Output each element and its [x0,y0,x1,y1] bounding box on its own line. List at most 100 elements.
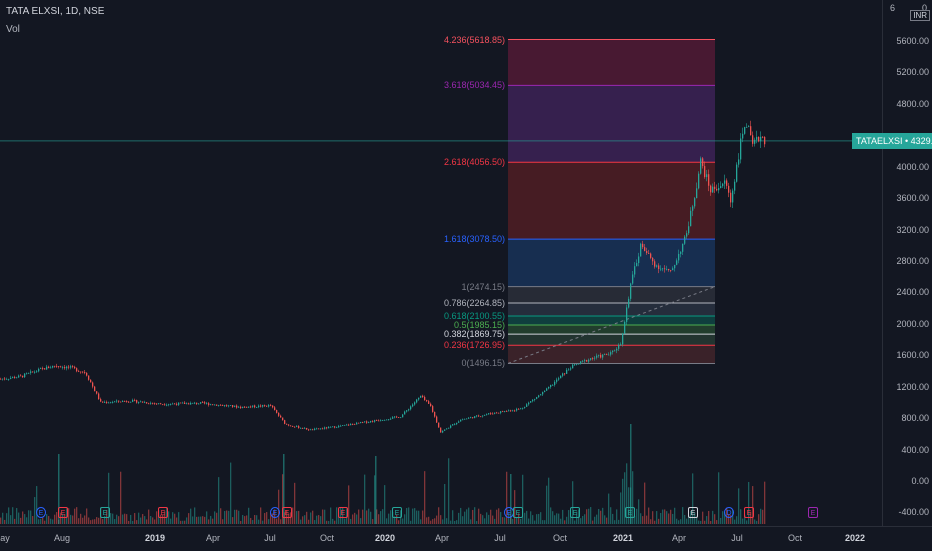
volume-indicator-label[interactable]: Vol [6,24,20,35]
currency-label[interactable]: INR [910,10,930,21]
candle-body [392,417,394,419]
candle-body [708,174,710,186]
candle-body [318,428,320,430]
candle-body [688,226,690,234]
candle-body [300,427,302,429]
volume-bar [132,520,134,524]
volume-bar [670,509,672,524]
dividend-event-icon[interactable]: D [724,507,734,518]
candle-body [590,358,592,360]
earnings-event-icon[interactable]: E [688,507,698,518]
candle-body [376,420,378,421]
candle-body [626,307,628,322]
volume-bar [386,518,388,524]
candle-body [678,253,680,261]
volume-bar [68,508,70,524]
candle-body [60,366,62,368]
volume-bar [654,520,656,524]
candle-body [120,401,122,403]
earnings-event-icon[interactable]: E [392,507,402,518]
earnings-event-icon[interactable]: E [58,507,68,518]
candle-body [346,424,348,426]
candle-body [616,348,618,351]
volume-bar [250,517,252,524]
volume-bar [440,515,442,524]
volume-bar [682,507,684,524]
volume-bar [570,516,572,524]
earnings-event-icon[interactable]: E [625,507,635,518]
earnings-event-icon[interactable]: E [100,507,110,518]
volume-spike [375,456,377,524]
candle-body [264,405,266,406]
fib-zone [508,345,715,364]
symbol-title[interactable]: TATA ELXSI, 1D, NSE [6,6,105,17]
chart-area[interactable]: TATA ELXSI, 1D, NSE Vol 4.236(5618.85) 3.… [0,0,882,526]
volume-bar [460,507,462,524]
candle-body [726,180,728,186]
candle-body [4,378,6,380]
volume-bar [680,519,682,524]
volume-bar [698,520,700,524]
time-tick: Jul [494,533,506,543]
candle-body [244,406,246,408]
volume-bar [296,511,298,524]
earnings-event-icon[interactable]: E [270,507,280,518]
candle-body [444,429,446,431]
volume-bar [380,511,382,524]
volume-bar [754,519,756,524]
candle-body [484,414,486,416]
candle-body [742,133,744,139]
price-tick: 2000.00 [896,318,929,329]
candle-body [70,366,72,368]
volume-bar [272,513,274,524]
volume-bar [444,483,446,524]
volume-bar [114,519,116,524]
candle-body [92,382,94,387]
volume-bar [8,507,10,524]
fib-level-label: 0.5(1985.15) [453,320,505,331]
candle-body [684,236,686,244]
candle-body [462,419,464,421]
earnings-event-icon[interactable]: E [570,507,580,518]
earnings-event-icon[interactable]: E [513,507,523,518]
earnings-event-icon[interactable]: E [158,507,168,518]
candle-body [192,402,194,404]
time-scale[interactable]: ay Aug 2019 Apr Jul Oct 2020 Apr Jul Oct 2021 Apr Ju… [0,526,932,551]
candle-body [508,410,510,412]
candle-body [262,405,264,407]
candle-body [48,366,50,369]
volume-bar [534,520,536,524]
candle-body [584,359,586,361]
time-tick: Oct [319,533,335,543]
volume-bar [748,481,750,524]
candle-body [370,421,372,423]
volume-bar [618,519,620,524]
volume-bar [432,519,434,524]
price-tick: 3600.00 [896,193,929,204]
candle-body [196,402,198,404]
candle-body [164,404,166,406]
volume-bar [370,511,372,524]
earnings-event-icon[interactable]: E [282,507,292,518]
candle-body [452,424,454,426]
candle-body [394,416,396,418]
candle-body [630,283,632,299]
volume-bar [14,518,16,524]
volume-bar [362,509,364,524]
earnings-event-icon[interactable]: E [338,507,348,518]
volume-bar [540,512,542,524]
volume-bar [182,520,184,524]
volume-bar [650,519,652,524]
earnings-event-icon[interactable]: E [808,507,818,518]
volume-bar [42,517,44,524]
earnings-event-icon[interactable]: E [36,507,46,518]
candle-body [166,404,168,406]
volume-bar [40,518,42,524]
price-scale[interactable]: 0 INR 5600.00 5200.00 4800.00 4000.00 3600.0… [882,0,932,526]
candle-body [218,404,220,406]
earnings-event-icon[interactable]: E [744,507,754,518]
price-chart[interactable] [0,0,882,526]
volume-bar [150,515,152,524]
price-tick: 0.00 [911,476,929,486]
candle-body [280,415,282,418]
